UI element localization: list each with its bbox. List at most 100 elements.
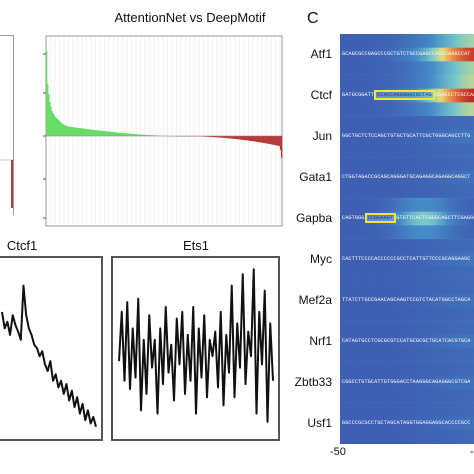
heatmap-cell xyxy=(429,375,432,390)
heatmap-cell xyxy=(342,225,345,240)
heatmap-cell xyxy=(420,211,424,226)
heatmap-cell xyxy=(449,143,453,158)
heatmap-cell xyxy=(391,157,394,172)
bar-chart-bar xyxy=(115,132,118,136)
heatmap-cell xyxy=(400,280,403,295)
heatmap-cell xyxy=(407,75,410,90)
heatmap-cell xyxy=(380,170,383,185)
heatmap-cell xyxy=(373,266,377,281)
heatmap-cell xyxy=(438,75,441,90)
bar-chart-bar xyxy=(61,123,63,136)
heatmap-cell xyxy=(346,143,350,158)
heatmap-cell xyxy=(447,416,450,431)
heatmap-cell xyxy=(433,334,437,349)
heatmap-cell xyxy=(471,129,474,144)
bar-chart-bar xyxy=(261,136,263,143)
heatmap-cell xyxy=(404,170,408,185)
heatmap-cell xyxy=(444,47,448,62)
heatmap-cell xyxy=(404,430,408,444)
heatmap-cell xyxy=(362,211,365,226)
bar-chart-bar xyxy=(209,136,211,137)
heatmap-cell xyxy=(415,129,419,144)
heatmap-cell xyxy=(340,280,343,295)
bar-chart-bar xyxy=(146,134,149,136)
heatmap-cell xyxy=(444,416,448,431)
heatmap-cell xyxy=(447,61,450,76)
heatmap-cell xyxy=(346,239,350,254)
heatmap-cell xyxy=(418,348,421,363)
heatmap-cell xyxy=(357,225,361,240)
bar-chart-bar xyxy=(46,51,48,136)
bar-chart-bar xyxy=(95,130,97,136)
heatmap-cell xyxy=(469,102,473,117)
heatmap-cell xyxy=(411,334,415,349)
heatmap-cell xyxy=(453,170,457,185)
heatmap-cell xyxy=(344,334,348,349)
heatmap-cell xyxy=(351,252,354,267)
bar-chart-bar xyxy=(138,134,140,136)
heatmap-cell xyxy=(369,88,372,103)
heatmap-cell xyxy=(342,266,345,281)
heatmap-cell xyxy=(440,362,444,377)
heatmap-cell xyxy=(351,403,354,418)
heatmap-cell xyxy=(424,280,428,295)
heatmap-cell xyxy=(440,157,444,172)
heatmap-cell xyxy=(467,239,470,254)
heatmap-cell xyxy=(369,403,372,418)
heatmap-cell xyxy=(348,116,352,131)
heatmap-cell xyxy=(375,184,379,199)
heatmap-cell xyxy=(422,266,426,281)
heatmap-cell xyxy=(369,157,372,172)
heatmap-gene-label: Gapba xyxy=(295,210,332,225)
heatmap-cell xyxy=(362,375,365,390)
heatmap-cell xyxy=(453,61,457,76)
heatmap-cell xyxy=(471,184,474,199)
heatmap-cell xyxy=(351,293,354,308)
heatmap-cell xyxy=(355,293,359,308)
bar-chart-bar xyxy=(219,136,222,138)
heatmap-cell xyxy=(348,362,352,377)
heatmap-cell xyxy=(444,321,448,336)
heatmap-cell xyxy=(442,239,446,254)
heatmap-cell xyxy=(444,75,448,90)
heatmap-cell xyxy=(462,47,466,62)
heatmap-cell xyxy=(453,88,457,103)
heatmap-cell xyxy=(404,416,408,431)
heatmap-cell xyxy=(467,334,470,349)
heatmap-cell xyxy=(442,184,446,199)
heatmap-cell xyxy=(444,34,448,49)
heatmap-cell xyxy=(380,239,383,254)
heatmap-cell xyxy=(413,239,417,254)
heatmap-cell xyxy=(364,225,368,240)
heatmap-cell xyxy=(433,184,437,199)
heatmap-cell xyxy=(413,293,417,308)
heatmap-cell xyxy=(386,307,390,322)
heatmap-cell xyxy=(353,334,357,349)
heatmap-cell xyxy=(395,129,399,144)
heatmap-cell xyxy=(467,102,470,117)
bar-chart-bar xyxy=(254,136,256,142)
heatmap-cell xyxy=(355,102,359,117)
heatmap-cell xyxy=(453,403,457,418)
bar-chart-bar xyxy=(122,133,124,136)
heatmap-cell xyxy=(362,225,365,240)
bar-chart-bar xyxy=(250,136,253,142)
heatmap-cell xyxy=(389,389,392,404)
heatmap-cell xyxy=(436,116,439,131)
heatmap-cell xyxy=(411,307,415,322)
heatmap-cell xyxy=(411,211,415,226)
heatmap-cell xyxy=(353,416,357,431)
heatmap-cell xyxy=(384,416,388,431)
heatmap-cell xyxy=(355,321,359,336)
heatmap-cell xyxy=(440,416,444,431)
heatmap-cell xyxy=(458,88,461,103)
heatmap-cell xyxy=(398,198,401,213)
heatmap-cell xyxy=(344,198,348,213)
heatmap-sequence: GCAGCGCCGAGCCCGCTGTCTGCCGAGCCAGCCAAGCCAT xyxy=(342,51,471,57)
heatmap-cell xyxy=(453,34,457,49)
heatmap-cell xyxy=(442,102,446,117)
heatmap-cell xyxy=(465,266,468,281)
heatmap-cell xyxy=(362,321,365,336)
heatmap-cell xyxy=(409,334,412,349)
heatmap-cell xyxy=(431,143,435,158)
